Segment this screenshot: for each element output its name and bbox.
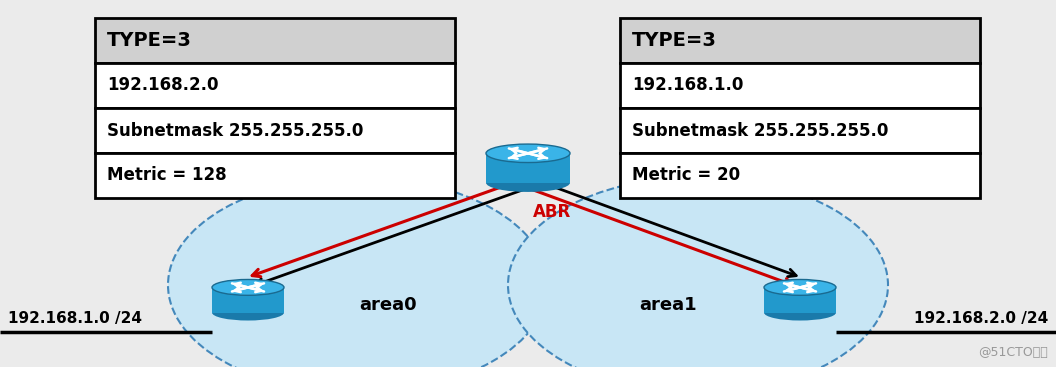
Ellipse shape — [763, 280, 836, 295]
FancyBboxPatch shape — [95, 18, 455, 63]
FancyBboxPatch shape — [620, 18, 980, 63]
Text: TYPE=3: TYPE=3 — [107, 31, 192, 50]
FancyBboxPatch shape — [620, 63, 980, 108]
Text: 192.168.2.0 /24: 192.168.2.0 /24 — [913, 312, 1048, 326]
Text: area0: area0 — [359, 296, 417, 314]
FancyBboxPatch shape — [620, 108, 980, 153]
Text: @51CTO博客: @51CTO博客 — [978, 346, 1048, 359]
Text: 192.168.2.0: 192.168.2.0 — [107, 76, 219, 94]
Ellipse shape — [763, 305, 836, 320]
Text: 192.168.1.0: 192.168.1.0 — [631, 76, 743, 94]
Ellipse shape — [212, 305, 284, 320]
Text: Subnetmask 255.255.255.0: Subnetmask 255.255.255.0 — [107, 121, 363, 139]
Text: Metric = 20: Metric = 20 — [631, 167, 740, 185]
Ellipse shape — [486, 144, 570, 163]
FancyBboxPatch shape — [620, 153, 980, 198]
Text: 192.168.1.0 /24: 192.168.1.0 /24 — [8, 312, 142, 326]
FancyBboxPatch shape — [95, 108, 455, 153]
Text: area1: area1 — [639, 296, 697, 314]
Text: ABR: ABR — [533, 203, 571, 221]
Ellipse shape — [168, 177, 548, 367]
FancyBboxPatch shape — [95, 153, 455, 198]
Polygon shape — [212, 287, 284, 313]
Text: TYPE=3: TYPE=3 — [631, 31, 717, 50]
Polygon shape — [763, 287, 836, 313]
Ellipse shape — [508, 177, 888, 367]
Ellipse shape — [486, 174, 570, 192]
Ellipse shape — [212, 280, 284, 295]
Text: Metric = 128: Metric = 128 — [107, 167, 227, 185]
Text: Subnetmask 255.255.255.0: Subnetmask 255.255.255.0 — [631, 121, 888, 139]
FancyBboxPatch shape — [95, 63, 455, 108]
Polygon shape — [486, 153, 570, 183]
